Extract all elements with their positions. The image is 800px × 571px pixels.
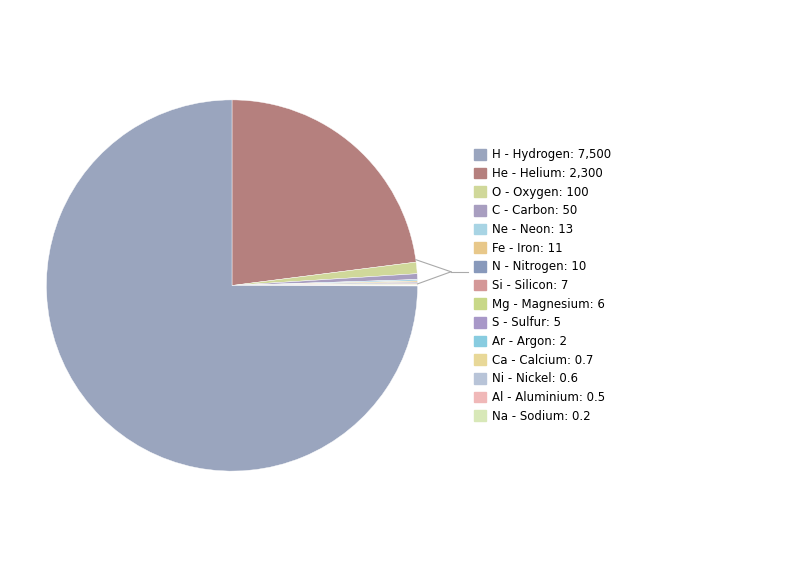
Wedge shape [46, 100, 418, 471]
Wedge shape [232, 283, 418, 286]
Wedge shape [232, 262, 418, 286]
Wedge shape [232, 285, 418, 286]
Wedge shape [232, 282, 418, 286]
Wedge shape [232, 284, 418, 286]
Legend: H - Hydrogen: 7,500, He - Helium: 2,300, O - Oxygen: 100, C - Carbon: 50, Ne - N: H - Hydrogen: 7,500, He - Helium: 2,300,… [474, 148, 610, 423]
Wedge shape [232, 281, 418, 286]
Wedge shape [232, 100, 416, 286]
Wedge shape [232, 279, 418, 286]
Wedge shape [232, 274, 418, 286]
